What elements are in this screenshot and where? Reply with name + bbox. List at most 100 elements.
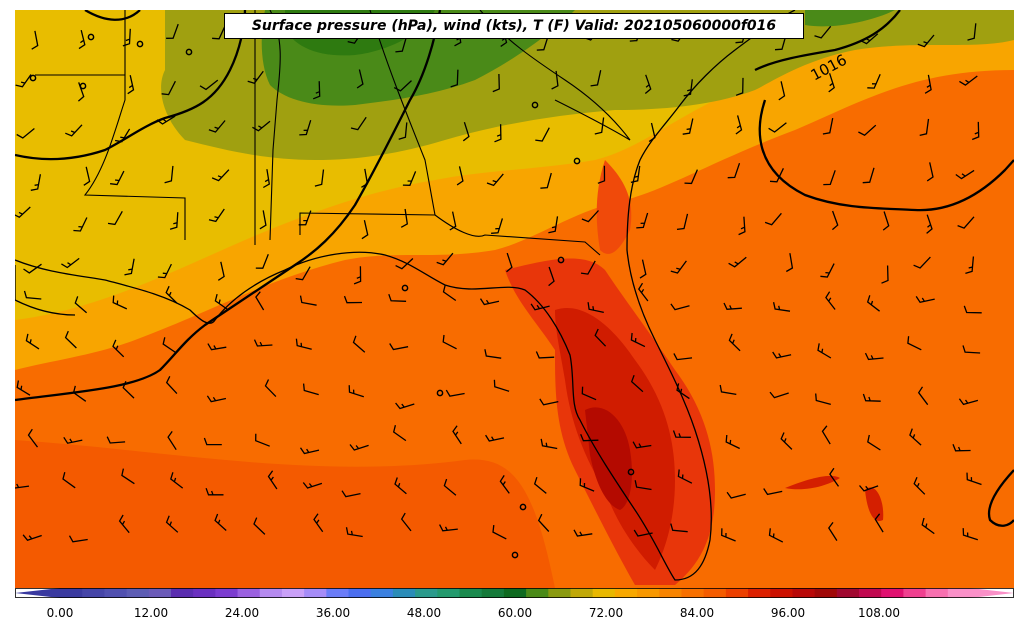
colorbar-tick-label: 12.00 <box>133 606 169 620</box>
wind-barb <box>769 168 784 183</box>
wind-barb <box>124 258 135 276</box>
colorbar-cell <box>792 588 816 598</box>
wind-barb <box>673 353 693 361</box>
wind-barb <box>114 128 131 143</box>
wind-barb <box>313 513 324 533</box>
wind-barb <box>208 120 226 133</box>
colorbar-tick-label: 24.00 <box>224 606 260 620</box>
wind-barb <box>499 475 510 494</box>
wind-barb <box>926 162 934 182</box>
wind-barb <box>165 285 178 304</box>
wind-barb <box>866 295 880 312</box>
wind-barb <box>926 214 933 234</box>
wind-barb <box>73 217 88 232</box>
colorbar-cell <box>947 588 971 598</box>
colorbar-tick-label: 72.00 <box>588 606 624 620</box>
wind-barb <box>348 385 364 398</box>
wind-barb <box>122 380 135 399</box>
wind-barb <box>581 386 597 401</box>
wind-barb <box>298 210 312 226</box>
wind-barb <box>639 259 647 279</box>
wind-barb <box>436 252 454 266</box>
wind-barb <box>822 117 834 135</box>
wind-barb <box>352 335 366 353</box>
wind-barb <box>299 295 317 306</box>
colorbar-tick-label: 60.00 <box>497 606 533 620</box>
map-plot: 1016 <box>15 10 1014 588</box>
wind-barb <box>22 534 42 541</box>
wind-barb <box>112 339 125 358</box>
wind-barb <box>580 260 596 275</box>
wind-barb <box>255 433 270 447</box>
wind-barb <box>395 36 408 53</box>
colorbar-tick-label: 0.00 <box>46 606 74 620</box>
wind-barb <box>727 162 741 179</box>
wind-barb <box>486 173 504 187</box>
wind-barb <box>955 169 975 180</box>
wind-barb <box>484 349 502 359</box>
wind-barb <box>535 351 555 359</box>
colorbar-cell <box>326 588 350 598</box>
wind-barb <box>161 80 176 96</box>
wind-barb <box>823 170 836 186</box>
wind-barb <box>648 122 656 143</box>
wind-barb <box>677 469 693 484</box>
wind-barb <box>106 436 126 444</box>
wind-barb <box>121 468 135 485</box>
wind-barb <box>917 34 935 48</box>
wind-barb <box>165 376 178 395</box>
wind-barb <box>719 384 737 396</box>
wind-barb <box>492 525 507 540</box>
gulf-temperature-band <box>15 440 555 588</box>
wind-barb <box>299 447 320 455</box>
map-canvas: 1016 <box>15 10 1014 588</box>
wind-barb <box>590 70 602 87</box>
wind-barb <box>735 115 743 135</box>
wind-barb <box>831 210 839 231</box>
wind-barb <box>162 337 176 354</box>
wind-barb <box>952 444 971 452</box>
wind-barb <box>299 120 312 136</box>
wind-barb <box>966 472 982 486</box>
wind-barb <box>670 523 688 533</box>
wind-barb <box>400 208 409 228</box>
wind-barb <box>630 165 641 184</box>
colorbar-tick-label: 108.00 <box>858 606 900 620</box>
wind-barb <box>118 514 130 534</box>
wind-barb <box>682 118 694 135</box>
wind-barb <box>217 261 225 281</box>
wind-barb <box>207 343 227 351</box>
colorbar-cell <box>392 588 416 598</box>
wind-barb <box>393 80 412 92</box>
colorbar-cell <box>481 588 505 598</box>
colorbar-cell <box>281 588 305 598</box>
wind-barb <box>65 124 83 137</box>
wind-barb <box>882 211 890 231</box>
wind-barb <box>30 174 42 191</box>
wind-barb <box>530 303 550 311</box>
wind-barb <box>341 490 361 498</box>
colorbar-cell <box>725 588 749 598</box>
wind-barb <box>860 33 879 45</box>
wind-barb <box>573 529 593 537</box>
wind-barb <box>439 524 458 532</box>
wind-barb <box>479 298 500 306</box>
colorbar-cell <box>370 588 394 598</box>
wind-barb <box>63 436 83 444</box>
wind-barb <box>449 211 457 231</box>
wind-barb <box>264 379 277 398</box>
wind-barb <box>828 73 835 93</box>
wind-barb <box>61 257 80 269</box>
wind-barb <box>913 477 926 495</box>
colorbar-extend-high <box>970 588 1014 598</box>
wind-barb <box>485 434 505 442</box>
wind-barb <box>166 23 179 39</box>
colorbar-cell <box>348 588 372 598</box>
wind-barb <box>683 79 693 97</box>
wind-barb <box>815 393 831 406</box>
wind-barb <box>253 517 266 535</box>
wind-barb <box>167 431 177 451</box>
wind-barb <box>16 127 35 139</box>
wind-barb <box>551 70 559 90</box>
wind-barb <box>594 117 605 135</box>
